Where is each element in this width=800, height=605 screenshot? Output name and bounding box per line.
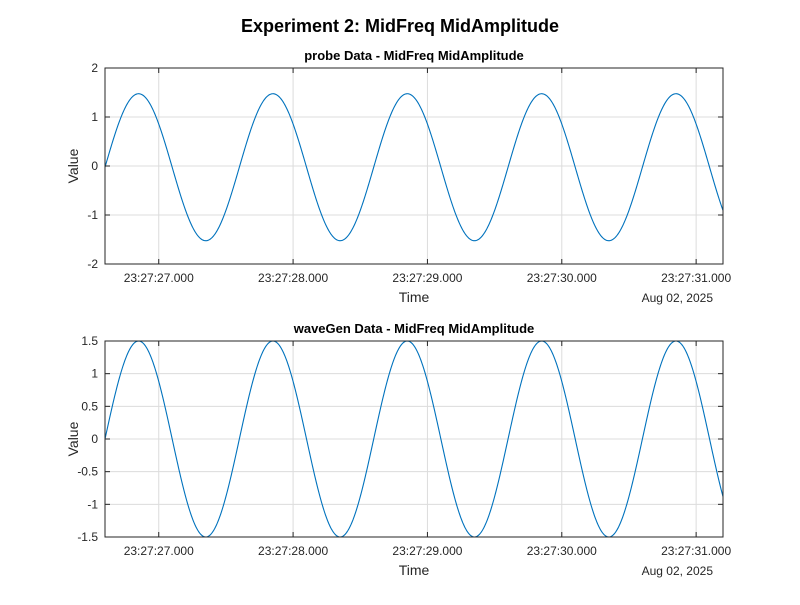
chart-1-xlabel: Time [399, 562, 430, 578]
figure-title: Experiment 2: MidFreq MidAmplitude [241, 16, 559, 36]
chart-0-xlabel: Time [399, 289, 430, 305]
chart-1-ytick-label-2: -0.5 [77, 465, 98, 479]
chart-0-date-label: Aug 02, 2025 [642, 291, 714, 305]
chart-0-title: probe Data - MidFreq MidAmplitude [304, 48, 524, 63]
chart-0-xtick-label-1: 23:27:28.000 [258, 271, 328, 285]
chart-1-xtick-label-1: 23:27:28.000 [258, 544, 328, 558]
chart-0-xtick-label-0: 23:27:27.000 [124, 271, 194, 285]
chart-0-xtick-label-2: 23:27:29.000 [392, 271, 462, 285]
chart-0-ylabel: Value [65, 148, 81, 183]
chart-1-date-label: Aug 02, 2025 [642, 564, 714, 578]
chart-1-ytick-label-5: 1 [91, 367, 98, 381]
chart-1-title: waveGen Data - MidFreq MidAmplitude [293, 321, 535, 336]
chart-1-xtick-label-0: 23:27:27.000 [124, 544, 194, 558]
chart-1-xtick-label-2: 23:27:29.000 [392, 544, 462, 558]
chart-0-ytick-label-4: 2 [91, 61, 98, 75]
wavegen-chart: 23:27:27.000 23:27:28.000 23:27:29.000 23:2… [65, 321, 731, 578]
chart-0-xtick-label-4: 23:27:31.000 [661, 271, 731, 285]
chart-1-xtick-label-4: 23:27:31.000 [661, 544, 731, 558]
chart-0-series-line-0 [104, 93, 724, 242]
chart-1-xtick-label-3: 23:27:30.000 [527, 544, 597, 558]
chart-0-xtick-label-3: 23:27:30.000 [527, 271, 597, 285]
chart-1-ytick-label-1: -1 [87, 497, 98, 511]
probe-chart: 23:27:27.000 23:27:28.000 23:27:29.000 23:2… [65, 48, 731, 305]
chart-1-ytick-label-6: 1.5 [81, 334, 98, 348]
chart-1-series-line-0 [104, 340, 724, 538]
chart-1-ytick-label-0: -1.5 [77, 530, 98, 544]
chart-1-ytick-label-3: 0 [91, 432, 98, 446]
chart-0-ytick-label-0: -2 [87, 257, 98, 271]
chart-1-ytick-label-4: 0.5 [81, 399, 98, 413]
chart-0-ytick-label-3: 1 [91, 110, 98, 124]
chart-1-ylabel: Value [65, 421, 81, 456]
chart-0-ytick-label-2: 0 [91, 159, 98, 173]
chart-0-ytick-label-1: -1 [87, 208, 98, 222]
